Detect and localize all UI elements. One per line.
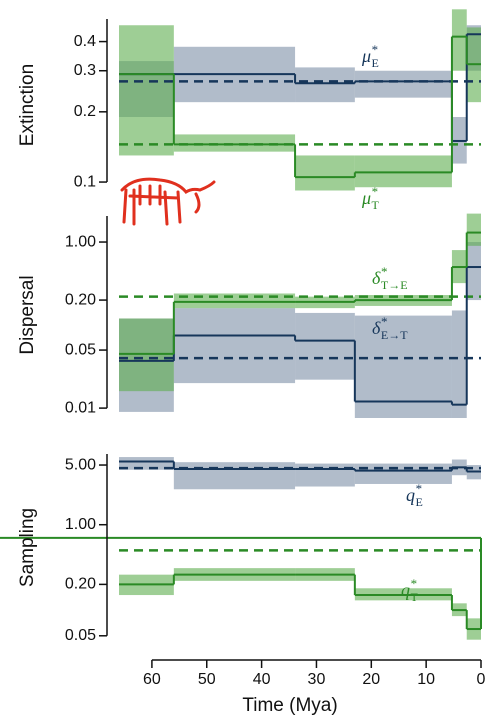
confidence-band bbox=[354, 70, 452, 98]
x-tick-label: 60 bbox=[143, 671, 161, 688]
series-label: μ* T bbox=[361, 184, 380, 212]
label-sub: E bbox=[416, 495, 423, 509]
y-axis-label: Extinction bbox=[17, 64, 38, 146]
label-base: μ bbox=[361, 188, 371, 208]
confidence-band bbox=[173, 134, 296, 152]
confidence-band bbox=[173, 462, 296, 490]
y-axis-label: Sampling bbox=[17, 508, 38, 587]
series-label: q* E bbox=[406, 481, 423, 509]
label-sup: * bbox=[371, 42, 378, 57]
label-sub: E→T bbox=[381, 328, 408, 342]
series-label: q* T bbox=[401, 576, 419, 604]
label-sub: T bbox=[372, 198, 380, 212]
y-tick-label: 0.4 bbox=[74, 33, 96, 50]
x-tick-label: 0 bbox=[477, 671, 485, 688]
y-tick-label: 0.1 bbox=[74, 173, 96, 190]
y-tick-label: 0.20 bbox=[65, 291, 96, 308]
y-axis-label: Dispersal bbox=[17, 275, 38, 354]
y-tick-label: 1.00 bbox=[65, 233, 96, 250]
label-sup: * bbox=[380, 314, 387, 329]
confidence-band bbox=[451, 9, 467, 71]
label-base: δ bbox=[372, 268, 381, 288]
series-label: δ* T→E bbox=[372, 264, 408, 292]
y-tick-label: 0.3 bbox=[74, 62, 96, 79]
y-tick-label: 0.05 bbox=[65, 627, 96, 644]
label-base: q bbox=[406, 485, 415, 505]
mammoth-icon bbox=[120, 177, 216, 226]
label-sub: T→E bbox=[381, 278, 408, 292]
x-tick-label: 30 bbox=[308, 671, 326, 688]
x-tick-label: 20 bbox=[362, 671, 380, 688]
x-tick-label: 10 bbox=[417, 671, 435, 688]
label-sub: T bbox=[411, 590, 419, 604]
x-tick-label: 40 bbox=[253, 671, 271, 688]
y-tick-label: 0.20 bbox=[65, 576, 96, 593]
confidence-band bbox=[119, 457, 174, 470]
label-base: q bbox=[401, 580, 410, 600]
x-axis-label: Time (Mya) bbox=[242, 695, 337, 716]
confidence-band bbox=[466, 213, 481, 246]
series-label: δ* E→T bbox=[372, 314, 408, 342]
confidence-band bbox=[354, 155, 452, 188]
y-tick-label: 0.2 bbox=[74, 103, 96, 120]
y-tick-label: 5.00 bbox=[65, 456, 96, 473]
label-sup: * bbox=[415, 481, 422, 496]
confidence-band bbox=[295, 67, 355, 103]
label-sup: * bbox=[371, 184, 378, 199]
confidence-band bbox=[119, 25, 174, 156]
y-tick-label: 1.00 bbox=[65, 516, 96, 533]
confidence-band bbox=[173, 308, 296, 384]
y-tick-label: 0.05 bbox=[65, 341, 96, 358]
confidence-band bbox=[173, 293, 296, 309]
label-sup: * bbox=[380, 264, 387, 279]
confidence-band bbox=[466, 242, 481, 301]
label-base: μ bbox=[361, 46, 371, 66]
series-label: μ* E bbox=[361, 42, 379, 70]
x-tick-label: 50 bbox=[198, 671, 216, 688]
confidence-band bbox=[354, 463, 452, 484]
confidence-band bbox=[295, 155, 355, 191]
confidence-band bbox=[451, 310, 467, 418]
y-tick-label: 0.01 bbox=[65, 399, 96, 416]
label-sub: E bbox=[372, 56, 379, 70]
label-sup: * bbox=[410, 576, 417, 591]
confidence-band bbox=[295, 312, 355, 380]
label-base: δ bbox=[372, 318, 381, 338]
